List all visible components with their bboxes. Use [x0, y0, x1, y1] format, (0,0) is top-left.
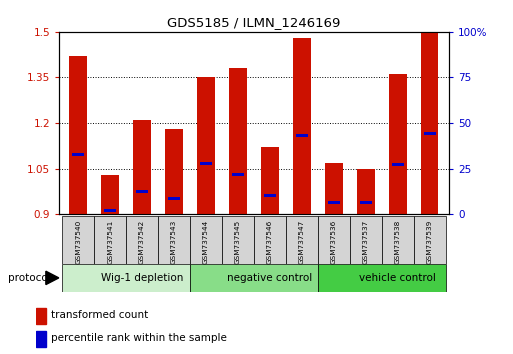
Bar	[69, 56, 87, 214]
Bar	[222, 216, 254, 264]
Text: GSM737547: GSM737547	[299, 220, 305, 264]
Bar	[190, 264, 318, 292]
Bar	[350, 216, 382, 264]
Text: vehicle control: vehicle control	[359, 273, 436, 283]
Title: GDS5185 / ILMN_1246169: GDS5185 / ILMN_1246169	[167, 16, 341, 29]
Bar	[318, 264, 446, 292]
Bar	[261, 147, 279, 214]
Text: percentile rank within the sample: percentile rank within the sample	[51, 333, 227, 343]
Bar	[232, 173, 244, 177]
Polygon shape	[46, 271, 59, 285]
Bar	[36, 308, 46, 324]
Bar	[102, 175, 119, 214]
Bar	[424, 132, 436, 136]
Bar	[190, 216, 222, 264]
Bar	[325, 162, 343, 214]
Bar	[328, 201, 340, 204]
Bar	[197, 78, 215, 214]
Bar	[229, 68, 247, 214]
Bar	[133, 120, 151, 214]
Text: GSM737544: GSM737544	[203, 220, 209, 264]
Text: GSM737537: GSM737537	[363, 220, 369, 264]
Bar	[165, 129, 183, 214]
Bar	[413, 216, 446, 264]
Bar	[126, 216, 158, 264]
Text: transformed count: transformed count	[51, 310, 148, 320]
Bar	[136, 190, 148, 193]
Text: GSM737538: GSM737538	[394, 220, 401, 264]
Text: GSM737536: GSM737536	[331, 220, 337, 264]
Bar	[295, 134, 308, 137]
Bar	[391, 164, 404, 166]
Bar	[382, 216, 413, 264]
Bar	[104, 209, 116, 212]
Bar	[168, 197, 180, 200]
Bar	[62, 216, 94, 264]
Bar	[264, 194, 276, 198]
Bar	[254, 216, 286, 264]
Text: GSM737542: GSM737542	[139, 220, 145, 264]
Bar	[36, 331, 46, 347]
Text: GSM737545: GSM737545	[235, 220, 241, 264]
Bar	[360, 201, 372, 204]
Bar	[72, 153, 84, 156]
Bar	[318, 216, 350, 264]
Text: GSM737541: GSM737541	[107, 220, 113, 264]
Text: GSM737546: GSM737546	[267, 220, 273, 264]
Bar	[158, 216, 190, 264]
Text: GSM737543: GSM737543	[171, 220, 177, 264]
Bar	[293, 38, 311, 214]
Text: negative control: negative control	[227, 273, 312, 283]
Bar	[389, 74, 406, 214]
Bar	[62, 264, 190, 292]
Bar	[357, 169, 374, 214]
Text: Wig-1 depletion: Wig-1 depletion	[101, 273, 183, 283]
Bar	[421, 32, 439, 214]
Bar	[94, 216, 126, 264]
Bar	[200, 162, 212, 165]
Bar	[286, 216, 318, 264]
Text: protocol: protocol	[8, 273, 50, 283]
Text: GSM737539: GSM737539	[427, 220, 432, 264]
Text: GSM737540: GSM737540	[75, 220, 81, 264]
